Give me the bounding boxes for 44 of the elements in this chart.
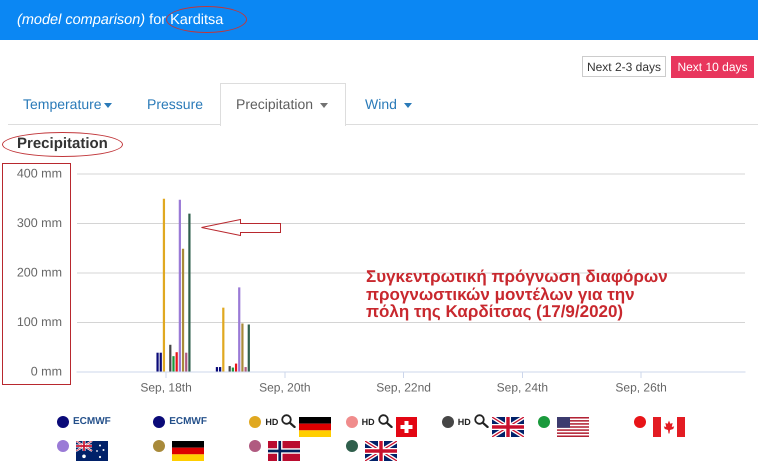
bar [172,356,175,372]
bar [241,323,244,372]
legend-label: HD [458,416,471,428]
x-tick-label: Sep, 24th [496,380,548,395]
bar [234,364,238,372]
bar [178,200,181,372]
bar [228,366,231,372]
bar [238,287,240,372]
bar [188,214,191,372]
bar [185,352,188,372]
legend-label: HD [362,416,375,428]
legend-label: ECMWF [169,416,207,428]
bar [244,367,247,372]
y-tick-label: 200 mm [16,265,62,280]
text: Next 2-3 days [586,60,662,74]
x-tick-label: Sep, 26th [615,380,667,395]
bar [156,352,159,372]
text: Pressure [147,96,204,112]
legend-label: HD [265,416,278,428]
y-tick-label: 100 mm [16,314,62,329]
x-tick-label: Sep, 18th [140,380,192,395]
y-tick-label: 400 mm [16,166,62,180]
y-tick-label: 0 mm [30,364,62,378]
chart-subtitle: Precipitation [17,135,108,153]
annotation: Συγκεντρωτική πρόγνωση διαφόρων προγνωστικών μοντέλων για την πόλη της Καρδίτσας (17/9/2020) [366,267,669,321]
x-tick-label: Sep, 20th [259,380,311,395]
text: Wind [365,96,397,112]
bar [182,248,184,372]
text: Temperature [23,96,102,112]
text: Precipitation [236,96,314,112]
legend-label: ECMWF [73,416,111,428]
bar [216,367,218,372]
bar [169,344,172,372]
bar [232,368,234,372]
y-tick-label: 300 mm [16,216,62,230]
x-tick-label: Sep, 22nd [376,380,431,395]
bar [222,308,224,372]
chart-title: (model comparison) for Karditsa [17,11,224,29]
bar [219,367,222,372]
bar [160,352,162,372]
text: Next 10 days [677,60,748,74]
bar [248,324,250,372]
bar [176,352,178,372]
bar [162,198,166,372]
